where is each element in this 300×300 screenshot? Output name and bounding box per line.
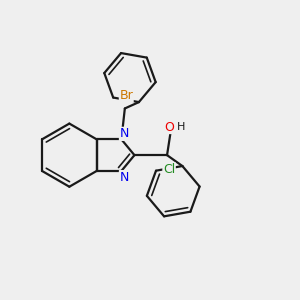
Text: H: H xyxy=(177,122,185,132)
Text: N: N xyxy=(119,128,129,140)
Text: Cl: Cl xyxy=(163,163,175,176)
Text: Br: Br xyxy=(119,89,133,102)
Text: N: N xyxy=(119,171,129,184)
Text: H: H xyxy=(177,122,185,132)
Text: Cl: Cl xyxy=(163,163,175,176)
Text: O: O xyxy=(164,121,174,134)
Text: N: N xyxy=(119,128,129,140)
Text: O: O xyxy=(164,121,174,134)
Text: N: N xyxy=(119,171,129,184)
Text: Br: Br xyxy=(119,89,133,102)
